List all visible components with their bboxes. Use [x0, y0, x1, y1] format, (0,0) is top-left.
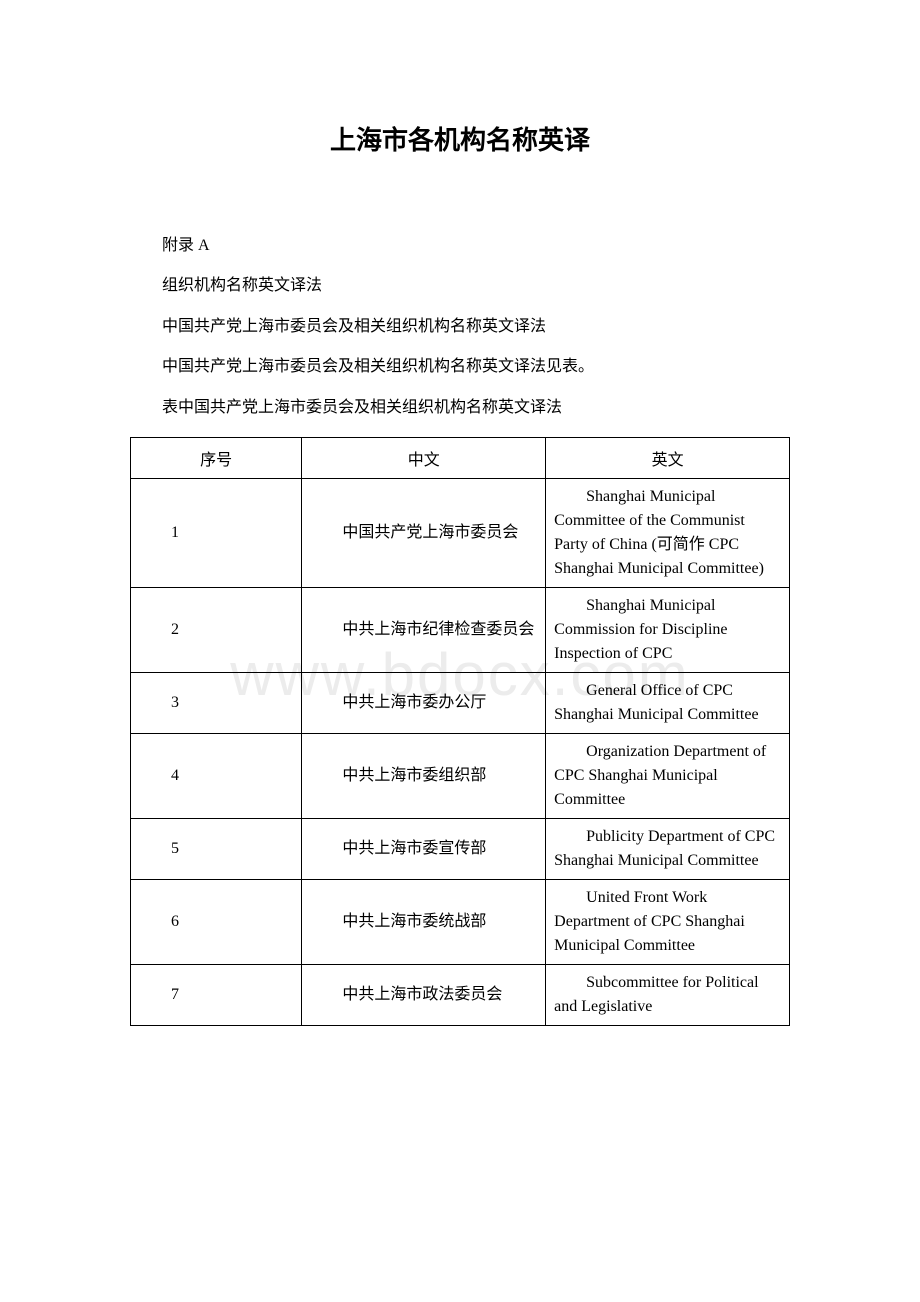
cell-cn: 中共上海市委统战部 — [302, 879, 546, 964]
intro-line: 中国共产党上海市委员会及相关组织机构名称英文译法见表。 — [130, 348, 790, 386]
document-content: 上海市各机构名称英译 附录 A 组织机构名称英文译法 中国共产党上海市委员会及相… — [130, 120, 790, 1026]
table-row: 1 中国共产党上海市委员会 Shanghai Municipal Committ… — [131, 478, 790, 587]
translation-table: 序号 中文 英文 1 中国共产党上海市委员会 Shanghai Municipa… — [130, 437, 790, 1026]
section-heading: 组织机构名称英文译法 — [130, 267, 790, 305]
cell-seq: 2 — [131, 587, 302, 672]
appendix-label: 附录 A — [130, 227, 790, 265]
subsection-heading: 中国共产党上海市委员会及相关组织机构名称英文译法 — [130, 308, 790, 346]
table-row: 4 中共上海市委组织部 Organization Department of C… — [131, 733, 790, 818]
cell-en: Shanghai Municipal Committee of the Comm… — [546, 478, 790, 587]
cell-seq: 7 — [131, 964, 302, 1025]
col-header-en: 英文 — [546, 437, 790, 478]
col-header-cn: 中文 — [302, 437, 546, 478]
cell-cn: 中国共产党上海市委员会 — [302, 478, 546, 587]
cell-cn: 中共上海市委办公厅 — [302, 672, 546, 733]
cell-en: Shanghai Municipal Commission for Discip… — [546, 587, 790, 672]
table-header-row: 序号 中文 英文 — [131, 437, 790, 478]
cell-cn: 中共上海市委组织部 — [302, 733, 546, 818]
table-row: 6 中共上海市委统战部 United Front Work Department… — [131, 879, 790, 964]
cell-en: General Office of CPC Shanghai Municipal… — [546, 672, 790, 733]
cell-seq: 3 — [131, 672, 302, 733]
cell-en: United Front Work Department of CPC Shan… — [546, 879, 790, 964]
col-header-seq: 序号 — [131, 437, 302, 478]
table-row: 5 中共上海市委宣传部 Publicity Department of CPC … — [131, 818, 790, 879]
cell-en: Organization Department of CPC Shanghai … — [546, 733, 790, 818]
cell-seq: 6 — [131, 879, 302, 964]
cell-seq: 4 — [131, 733, 302, 818]
table-row: 3 中共上海市委办公厅 General Office of CPC Shangh… — [131, 672, 790, 733]
table-caption: 表中国共产党上海市委员会及相关组织机构名称英文译法 — [130, 389, 790, 427]
cell-seq: 5 — [131, 818, 302, 879]
table-row: 2 中共上海市纪律检查委员会 Shanghai Municipal Commis… — [131, 587, 790, 672]
cell-en: Subcommittee for Political and Legislati… — [546, 964, 790, 1025]
cell-cn: 中共上海市政法委员会 — [302, 964, 546, 1025]
cell-cn: 中共上海市委宣传部 — [302, 818, 546, 879]
cell-seq: 1 — [131, 478, 302, 587]
table-row: 7 中共上海市政法委员会 Subcommittee for Political … — [131, 964, 790, 1025]
page-title: 上海市各机构名称英译 — [130, 120, 790, 157]
cell-cn: 中共上海市纪律检查委员会 — [302, 587, 546, 672]
cell-en: Publicity Department of CPC Shanghai Mun… — [546, 818, 790, 879]
